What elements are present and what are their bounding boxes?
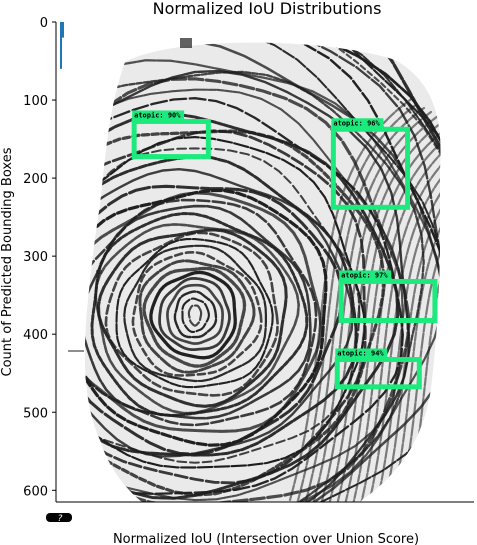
detection-box xyxy=(338,278,438,323)
detection: atopic: 96% xyxy=(330,118,411,210)
detection: atopic: 97% xyxy=(338,270,438,323)
y-tick-label: 400 xyxy=(23,328,48,343)
ink-fragment xyxy=(96,270,102,274)
ridge xyxy=(351,134,441,502)
ridge xyxy=(131,250,263,377)
ridge xyxy=(84,77,410,502)
ridge xyxy=(166,283,224,345)
ridge xyxy=(142,266,247,368)
histogram-bar xyxy=(56,502,64,507)
ink-fragment xyxy=(68,350,84,352)
ridge xyxy=(84,204,312,420)
chart-title: Normalized IoU Distributions xyxy=(153,0,382,18)
histogram-bars xyxy=(56,22,64,507)
ridge xyxy=(84,42,441,502)
ridge xyxy=(173,290,218,339)
detection: atopic: 90% xyxy=(131,110,211,160)
detection-label-bg xyxy=(339,270,392,280)
ridge xyxy=(84,147,361,464)
ridge xyxy=(104,231,279,397)
ridge xyxy=(123,244,268,383)
x-tick: ? xyxy=(46,513,72,524)
detection-label-bg xyxy=(331,118,384,128)
detection-label-bg xyxy=(335,348,388,358)
ridge xyxy=(84,155,358,457)
ridge xyxy=(288,98,412,502)
y-ticks: 0 100 200 300 400 500 600 xyxy=(23,16,56,499)
ridge xyxy=(149,270,237,360)
detection-box xyxy=(334,357,422,390)
ridge xyxy=(84,42,441,502)
detection-boxes: atopic: 90% atopic: 96% atopic: 97% atopic:… xyxy=(131,110,438,390)
ridge xyxy=(84,167,354,458)
detection-box xyxy=(131,118,211,160)
ridge xyxy=(158,277,231,351)
ridge xyxy=(84,97,404,495)
ridge xyxy=(84,42,441,502)
ridge xyxy=(84,191,323,433)
y-tick-label: 500 xyxy=(23,406,48,421)
ridge xyxy=(84,129,367,485)
axes: 0 100 200 300 400 500 600 ? xyxy=(23,16,474,524)
y-tick-label: 300 xyxy=(23,250,48,265)
x-axis-label: Normalized IoU (Intersection over Union … xyxy=(113,532,419,545)
ridge xyxy=(365,142,441,502)
detection-label-bg xyxy=(132,110,185,120)
ridge xyxy=(344,130,441,502)
histogram-bar xyxy=(62,22,64,38)
detection-box xyxy=(330,126,411,210)
ridge xyxy=(295,102,419,502)
ridge xyxy=(330,122,441,502)
ridge xyxy=(181,297,210,333)
detection-label: atopic: 90% xyxy=(134,111,181,119)
y-axis-label: Count of Predicted Bounding Boxes xyxy=(0,147,15,376)
histogram-bar xyxy=(60,22,62,69)
ridge xyxy=(358,138,441,502)
ridge xyxy=(115,238,274,389)
ridge xyxy=(84,42,441,502)
ridge xyxy=(84,129,386,497)
detection-label: atopic: 96% xyxy=(333,119,380,127)
ink-fragment xyxy=(180,38,192,48)
ridge xyxy=(84,136,366,469)
ridge xyxy=(84,59,441,502)
ridge xyxy=(84,112,400,500)
ridge xyxy=(337,126,441,502)
y-tick-label: 200 xyxy=(23,172,48,187)
ridge xyxy=(84,184,344,456)
ridge xyxy=(84,69,411,502)
ridge xyxy=(187,304,203,327)
ridge xyxy=(84,88,404,502)
x-tick-label: ? xyxy=(58,514,63,524)
detection-label: atopic: 94% xyxy=(337,350,384,358)
fingerprint-fragments xyxy=(68,38,192,352)
y-tick-label: 0 xyxy=(40,16,48,31)
ridge xyxy=(90,212,309,417)
x-tick-marker xyxy=(46,513,72,522)
detection: atopic: 94% xyxy=(334,348,422,390)
ridge xyxy=(84,198,318,427)
detection-label: atopic: 97% xyxy=(341,271,388,279)
ridge xyxy=(138,259,256,374)
y-tick-label: 100 xyxy=(23,94,48,109)
y-tick-label: 600 xyxy=(23,484,48,499)
